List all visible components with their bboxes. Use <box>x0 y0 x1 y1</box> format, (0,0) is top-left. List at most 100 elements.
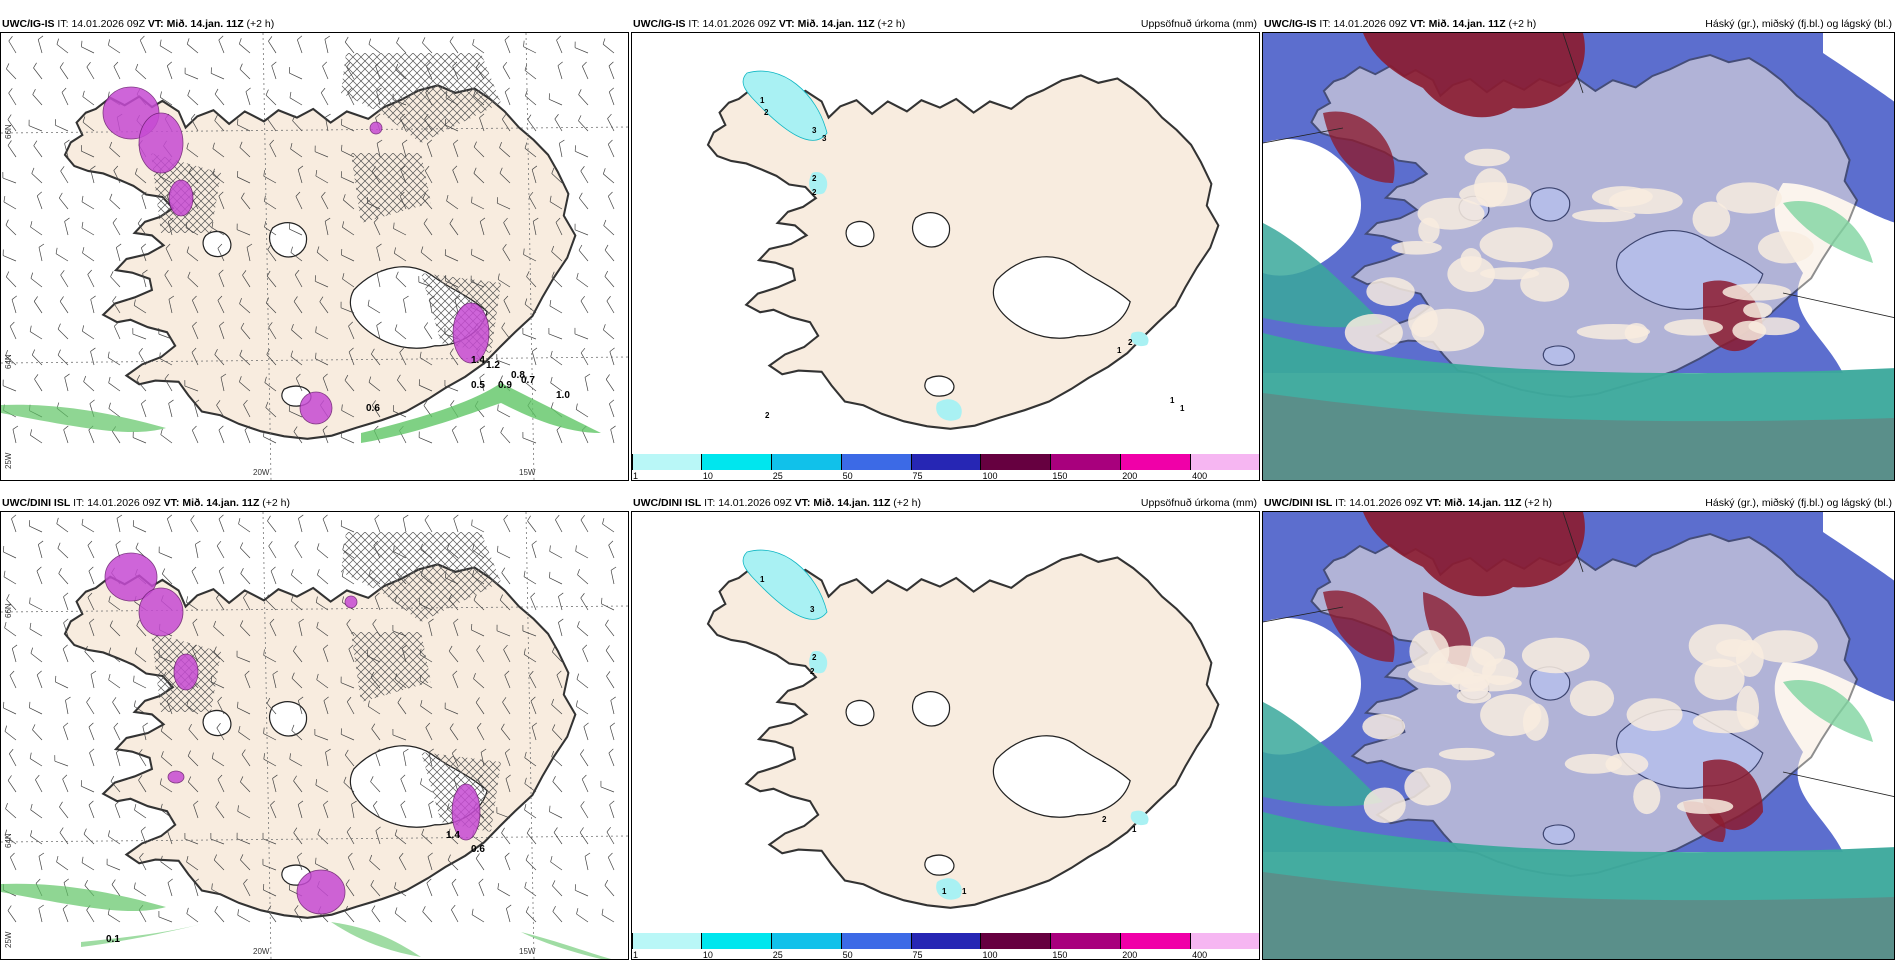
map-panel: UWC/DINI ISL IT: 14.01.2026 09Z VT: Mið.… <box>1262 511 1895 960</box>
wind-barb <box>501 833 510 844</box>
wind-barb <box>575 48 588 53</box>
wind-barb <box>555 520 562 532</box>
wind-barb <box>5 731 16 740</box>
accum-label: 2 <box>1102 815 1107 824</box>
vt-value: Mið. 14.jan. 11Z <box>182 497 259 509</box>
wind-barb <box>191 520 198 532</box>
wind-barb-flag <box>396 37 399 42</box>
wind-barb-flag <box>112 697 116 702</box>
wind-barb-flag <box>89 749 94 753</box>
wind-barb <box>55 682 68 688</box>
wind-barb-flag <box>8 141 11 146</box>
wind-barb-flag <box>37 671 41 675</box>
wind-barb <box>297 40 302 53</box>
wind-barb <box>108 914 120 922</box>
panel-header: UWC/DINI ISL IT: 14.01.2026 09Z VT: Mið.… <box>1263 495 1894 511</box>
wind-barb <box>506 908 510 922</box>
wind-barb <box>117 518 120 532</box>
cloud-gap <box>1520 267 1569 302</box>
wind-barb <box>61 275 68 287</box>
axis-label: 25W <box>4 931 13 948</box>
wind-barb <box>82 863 94 870</box>
wind-barb-flag <box>9 36 13 41</box>
wind-barb-flag <box>558 619 563 623</box>
wind-barb <box>192 571 198 584</box>
wind-barb <box>608 119 614 131</box>
wind-barb-flag <box>30 326 31 332</box>
wind-barb <box>558 66 562 79</box>
wind-barb-flag <box>82 222 83 228</box>
accum-label: 3 <box>822 134 827 143</box>
it-label: IT: <box>688 18 699 30</box>
wind-barb-flag <box>525 804 526 810</box>
wind-barb-flag <box>91 296 96 299</box>
wind-barb-flag <box>141 400 146 404</box>
precip-cell <box>370 122 382 134</box>
wind-barb-flag <box>83 91 85 97</box>
wind-barb-flag <box>582 62 586 66</box>
colorbar-tick: 25 <box>773 950 783 959</box>
wind-barb <box>322 66 328 79</box>
wind-barb-flag <box>608 140 612 144</box>
wind-barb-flag <box>528 115 531 120</box>
wind-barb-flag <box>36 879 40 883</box>
wind-barb <box>63 909 68 922</box>
wind-barb <box>582 779 588 792</box>
precip-cell <box>174 654 198 690</box>
wind-barb <box>575 334 588 339</box>
panel-title: Uppsöfnuð úrkoma (mm) <box>1141 18 1257 30</box>
wind-barb <box>59 198 68 209</box>
wind-barb-flag <box>372 906 375 911</box>
wind-barb-flag <box>65 218 70 221</box>
cloud-gap <box>1736 640 1764 677</box>
wind-barb-flag <box>32 349 35 354</box>
wind-barb-flag <box>452 426 456 430</box>
wind-barb <box>576 409 588 417</box>
wind-barb-flag <box>609 400 614 404</box>
wind-barb-flag <box>480 374 485 378</box>
wind-barb-flag <box>109 674 110 680</box>
wind-barb-flag <box>59 802 62 807</box>
wind-barb-flag <box>609 749 613 753</box>
wind-barb <box>246 92 250 105</box>
wind-barb <box>81 47 94 53</box>
wind-barb-flag <box>6 271 9 276</box>
vt-value: Mið. 14.jan. 11Z <box>798 18 875 30</box>
precip-label: 0.5 <box>471 380 485 391</box>
wind-barb <box>558 596 562 610</box>
wind-barb-flag <box>136 64 138 70</box>
wind-barb-flag <box>554 828 557 833</box>
cloud-gap <box>1693 710 1759 733</box>
wind-barb-flag <box>63 775 67 779</box>
wind-barb-flag <box>38 541 43 545</box>
colorbar-tick: 100 <box>982 950 997 959</box>
accum-label: 3 <box>812 126 817 135</box>
wind-barb-flag <box>12 645 17 649</box>
wind-barb <box>606 650 614 662</box>
wind-barb-flag <box>195 541 200 544</box>
wind-barb <box>39 856 42 870</box>
wind-barb <box>427 883 432 896</box>
wind-barb <box>91 299 94 313</box>
cloud-gap <box>1627 698 1683 731</box>
wind-barb-flag <box>108 352 109 358</box>
wind-barb <box>31 227 42 235</box>
wind-barb-flag <box>425 515 429 520</box>
vt-label: VT: <box>148 18 164 30</box>
wind-barb <box>479 883 484 896</box>
wind-barb-flag <box>167 62 172 66</box>
wind-barb-flag <box>215 906 218 911</box>
wind-barb-flag <box>317 543 319 549</box>
wind-barb <box>65 700 68 714</box>
wind-barb <box>82 228 94 235</box>
wind-barb <box>215 911 224 922</box>
wind-barb-flag <box>57 39 59 45</box>
accum-label: 1 <box>1170 396 1175 405</box>
wind-barb-flag <box>607 827 611 832</box>
wind-barb <box>87 67 94 79</box>
wind-barb-flag <box>527 828 530 833</box>
wind-barb <box>10 857 16 870</box>
wind-barb <box>161 862 172 870</box>
wind-barb-flag <box>4 571 5 577</box>
